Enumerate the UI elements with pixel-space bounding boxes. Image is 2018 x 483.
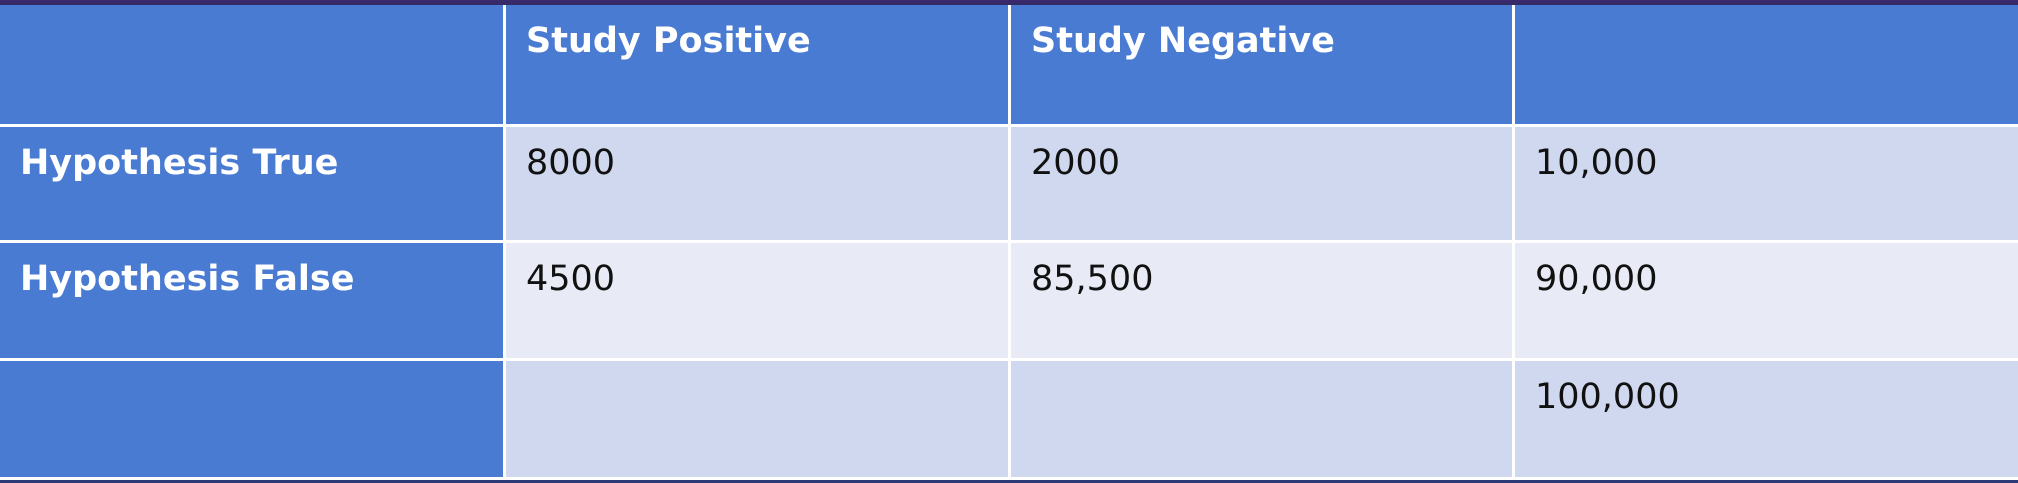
cell: 90,000 <box>1515 243 2018 361</box>
cell: 8000 <box>506 127 1011 243</box>
cell-empty <box>506 361 1011 480</box>
column-header: Study Positive <box>506 5 1011 127</box>
cell: 85,500 <box>1011 243 1515 361</box>
cell: 4500 <box>506 243 1011 361</box>
column-header: Study Negative <box>1011 5 1515 127</box>
cell: 10,000 <box>1515 127 2018 243</box>
grand-total: 100,000 <box>1515 361 2018 480</box>
row-label: Hypothesis False <box>0 243 506 361</box>
header-total <box>1515 5 2018 127</box>
row-label: Hypothesis True <box>0 127 506 243</box>
row-label-empty <box>0 361 506 480</box>
cell: 2000 <box>1011 127 1515 243</box>
header-corner <box>0 5 506 127</box>
cell-empty <box>1011 361 1515 480</box>
